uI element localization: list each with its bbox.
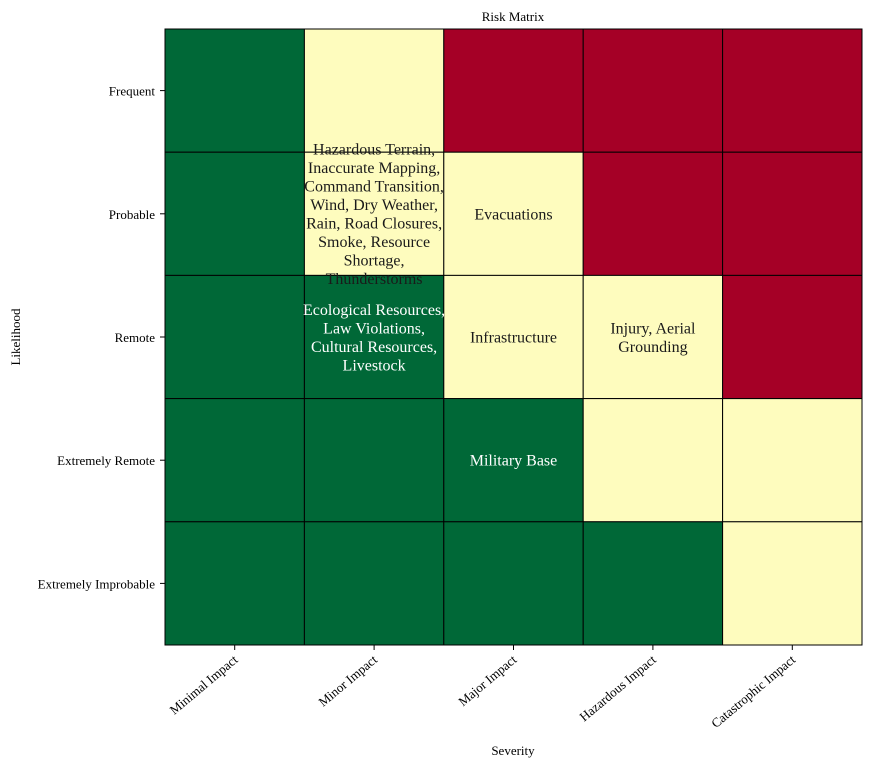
cell-annotations: Hazardous Terrain,Inaccurate Mapping, Com… <box>303 142 696 470</box>
cell-annotation: Shortage, <box>344 253 405 270</box>
cell-annotation: Military Base <box>470 453 558 470</box>
heatmap-cell-5-2-green <box>303 521 445 646</box>
x-tick-label: Catastrophic Impact <box>708 652 798 731</box>
cell-annotation: Evacuations <box>474 206 552 223</box>
x-axis-ticks: Minimal Impact Minor Impact Major Impact Ha… <box>167 645 799 731</box>
y-axis-ticks: Frequent Probable Remote Extremely Remote Ex… <box>38 84 165 591</box>
y-tick-label: Extremely Improbable <box>38 576 156 591</box>
cell-annotation: Wind, Dry Weather, <box>310 197 438 214</box>
heatmap-cell-4-1-green <box>164 398 305 523</box>
heatmap-cell-5-3-green <box>443 521 584 646</box>
heatmap-cell-1-5-red <box>722 28 863 153</box>
cell-annotation: Grounding <box>618 339 687 356</box>
cell-annotation: Injury, Aerial <box>610 320 696 337</box>
heatmap-cell-2-5-red <box>722 151 863 276</box>
y-tick-label: Frequent <box>109 84 156 99</box>
cell-annotation: Ecological Resources, <box>303 302 445 319</box>
heatmap-cell-2-3-yellow <box>443 151 584 276</box>
cell-annotation: Infrastructure <box>470 330 557 347</box>
heatmap-cell-1-2-yellow <box>303 28 445 153</box>
heatmap-cell-4-2-green <box>303 398 445 523</box>
y-tick-label: Remote <box>115 330 156 345</box>
y-axis-label: Likelihood <box>8 308 23 366</box>
x-tick-label: Hazardous Impact <box>576 652 659 725</box>
heatmap-cell-5-1-green <box>164 521 305 646</box>
heatmap-cell-1-1-green <box>164 28 305 153</box>
cell-annotation: Cultural Resources, <box>311 339 437 356</box>
heatmap-cell-4-4-yellow <box>582 398 724 523</box>
heatmap-cell-3-1-green <box>164 274 305 400</box>
x-tick-label: Minimal Impact <box>167 652 241 718</box>
y-tick-label: Probable <box>109 207 155 222</box>
heatmap-cell-5-4-green <box>582 521 724 646</box>
x-tick-label: Minor Impact <box>315 652 380 710</box>
heatmap-cell-1-3-red <box>443 28 584 153</box>
cell-annotation: Smoke, Resource <box>318 234 430 251</box>
heatmap-cell-4-3-green <box>443 398 584 523</box>
heatmap-cell-1-4-red <box>582 28 724 153</box>
heatmap-cells <box>164 28 863 646</box>
cell-annotation: Livestock <box>343 357 406 374</box>
heatmap-cell-3-2-green <box>303 274 445 400</box>
cell-annotation: Rain, Road Closures, <box>306 216 442 233</box>
cell-annotation: Command Transition, <box>304 179 444 196</box>
chart-title: Risk Matrix <box>482 9 545 24</box>
heatmap-cell-3-3-yellow <box>443 274 584 400</box>
cell-annotation: Thunderstorms <box>326 271 423 288</box>
x-tick-label: Major Impact <box>455 652 519 709</box>
x-axis-label: Severity <box>491 743 535 758</box>
heatmap-cell-2-1-green <box>164 151 305 276</box>
heatmap-cell-4-5-yellow <box>722 398 863 523</box>
cell-annotation: Law Violations, <box>323 320 425 337</box>
heatmap-cell-2-4-red <box>582 151 724 276</box>
y-tick-label: Extremely Remote <box>57 453 155 468</box>
cell-annotation: Inaccurate Mapping, <box>308 160 440 177</box>
cell-annotation: Hazardous Terrain, <box>313 142 435 159</box>
heatmap-cell-3-4-yellow <box>582 274 724 400</box>
heatmap-cell-5-5-yellow <box>722 521 863 646</box>
heatmap-cell-3-5-red <box>722 274 863 400</box>
